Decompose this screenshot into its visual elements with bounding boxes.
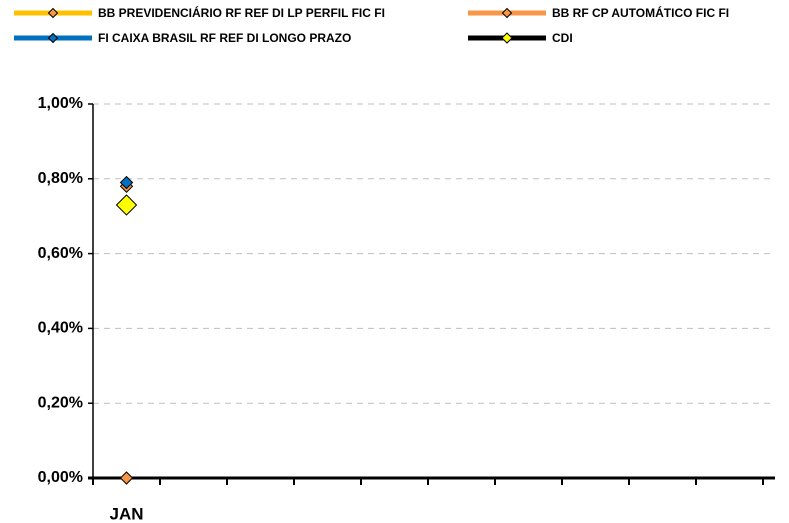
y-tick-label: 0,00% <box>38 469 83 486</box>
point-marker <box>119 471 134 485</box>
point-marker <box>115 194 138 216</box>
x-tick-label: JAN <box>109 504 143 523</box>
legend-label: BB RF CP AUTOMÁTICO FIC FI <box>552 5 729 20</box>
y-tick-label: 0,40% <box>38 320 83 337</box>
legend-marker <box>47 32 59 44</box>
y-tick-label: 1,00% <box>38 95 83 112</box>
legend-label: CDI <box>552 31 573 45</box>
legend-label: BB PREVIDENCIÁRIO RF REF DI LP PERFIL FI… <box>98 5 385 20</box>
point-marker <box>119 175 134 190</box>
legend-label: FI CAIXA BRASIL RF REF DI LONGO PRAZO <box>98 31 351 45</box>
y-tick-label: 0,60% <box>38 245 83 262</box>
legend-marker <box>47 7 59 19</box>
legend-marker <box>501 32 513 44</box>
y-tick-label: 0,20% <box>38 394 83 411</box>
y-tick-label: 0,80% <box>38 170 83 187</box>
legend-marker <box>501 7 513 19</box>
